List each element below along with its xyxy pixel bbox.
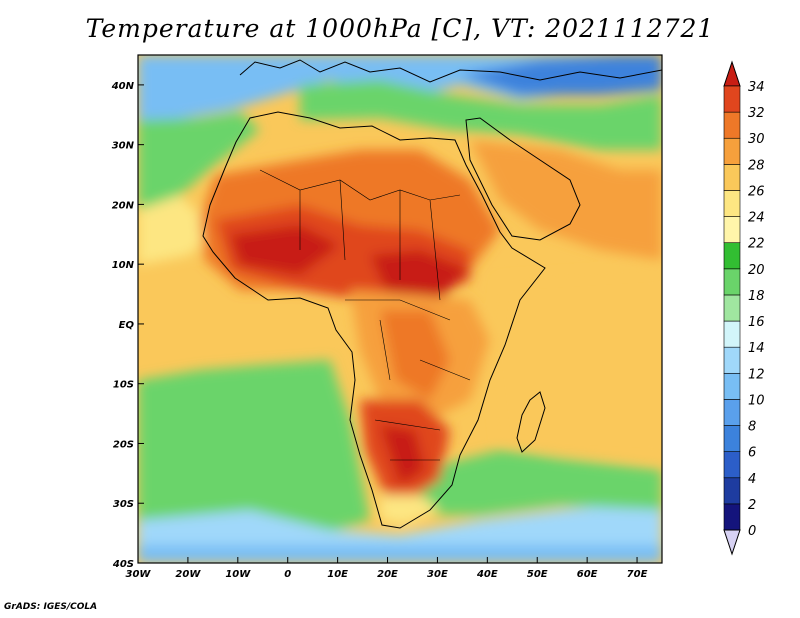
colorbar-swatch	[723, 294, 741, 322]
colorbar-top-arrow	[723, 60, 741, 87]
arabia-coastline	[465, 117, 581, 241]
madagascar-coastline	[516, 391, 546, 453]
x-tick-label: 60E	[577, 569, 598, 580]
colorbar-swatch	[723, 137, 741, 165]
colorbar-level-label: 18	[748, 289, 765, 304]
colorbar-level-label: 32	[748, 106, 765, 121]
x-tick-label: 20E	[377, 569, 398, 580]
x-axis: 30W 20W 10W 0 10E 20E 30E 40E 50E 60E 70E	[126, 557, 648, 580]
colorbar-swatch	[723, 372, 741, 400]
colorbar-level-label: 22	[748, 237, 765, 252]
colorbar-level-label: 28	[748, 158, 765, 173]
colorbar-swatch	[723, 451, 741, 479]
x-tick-label: 20W	[175, 569, 201, 580]
colorbar-bottom-arrow	[723, 529, 741, 556]
colorbar-level-label: 8	[748, 420, 756, 435]
colorbar-level-label: 6	[748, 446, 756, 461]
colorbar-level-label: 2	[748, 498, 756, 513]
x-tick-label: 70E	[627, 569, 648, 580]
x-tick-label: 0	[284, 569, 291, 580]
colorbar-swatch	[723, 111, 741, 139]
colorbar-level-label: 14	[748, 341, 765, 356]
x-tick-label: 10W	[225, 569, 251, 580]
colorbar-level-label: 26	[748, 184, 765, 199]
colorbar-swatch	[723, 164, 741, 191]
plot-frame	[137, 54, 663, 564]
colorbar-swatch	[723, 190, 741, 217]
colorbar-level-label: 0	[748, 524, 756, 539]
colorbar-swatch	[723, 425, 741, 452]
x-tick-label: 40E	[476, 569, 498, 580]
europe-coastline	[239, 59, 662, 83]
country-borders	[259, 169, 471, 461]
colorbar-level-label: 16	[748, 315, 765, 330]
africa-coastline	[202, 111, 546, 529]
colorbar-swatch	[723, 320, 741, 348]
y-tick-label: 30N	[112, 141, 135, 152]
colorbar-swatch	[723, 268, 741, 296]
map-title: Temperature at 1000hPa [C], VT: 20211127…	[85, 14, 715, 43]
colorbar-swatch	[723, 85, 741, 113]
x-tick-label: 50E	[527, 569, 548, 580]
colorbar-level-label: 20	[748, 263, 765, 278]
y-tick-label: 10N	[112, 260, 135, 271]
x-tick-label: 30W	[126, 569, 152, 580]
y-tick-label: 40S	[112, 559, 134, 570]
y-tick-label: EQ	[119, 320, 135, 331]
colorbar-swatch	[723, 477, 741, 505]
y-tick-label: 20S	[113, 439, 134, 450]
credit-label: GrADS: IGES/COLA	[4, 602, 98, 612]
colorbar-level-label: 34	[748, 80, 765, 95]
x-tick-label: 30E	[427, 569, 448, 580]
y-tick-label: 40N	[111, 81, 135, 92]
colorbar-level-label: 12	[748, 367, 765, 382]
colorbar-swatch	[723, 399, 741, 426]
colorbar-level-label: 10	[748, 393, 765, 408]
colorbar-level-label: 24	[748, 211, 765, 226]
y-axis: 40N 30N 20N 10N EQ 10S 20S 30S 40S	[111, 81, 144, 570]
temperature-field	[138, 55, 662, 563]
colorbar-level-label: 4	[748, 472, 756, 487]
y-tick-label: 10S	[113, 380, 134, 391]
y-tick-label: 20N	[112, 200, 135, 211]
y-tick-label: 30S	[113, 499, 134, 510]
colorbar-swatch	[723, 346, 741, 374]
colorbar-level-label: 30	[748, 132, 765, 147]
colorbar-swatch	[723, 216, 741, 244]
colorbar-swatch	[723, 503, 741, 531]
colorbar-swatch	[723, 242, 741, 270]
x-tick-label: 10E	[327, 569, 348, 580]
